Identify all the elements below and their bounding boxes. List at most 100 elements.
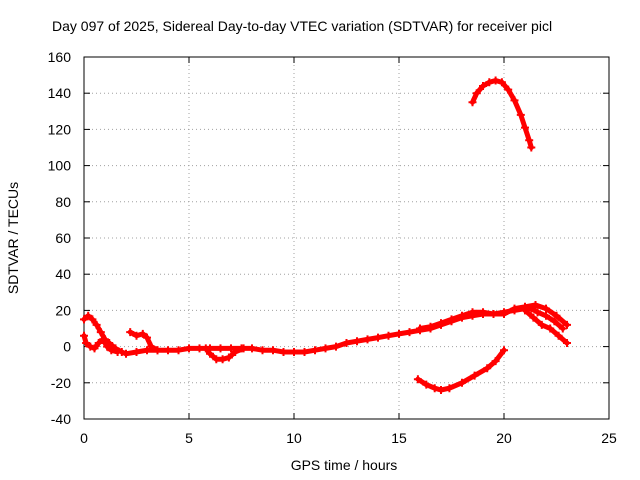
data-point	[527, 143, 536, 152]
data-point	[552, 311, 561, 320]
data-point	[132, 348, 141, 356]
data-point	[96, 328, 105, 337]
data-point	[458, 378, 466, 387]
data-point	[416, 324, 424, 333]
axis-ticks	[83, 56, 610, 420]
data-point	[143, 333, 151, 342]
data-point	[185, 344, 193, 353]
data-point	[430, 384, 439, 393]
y-tick-label: 20	[55, 302, 71, 318]
data-point	[500, 346, 508, 355]
x-tick-label: 15	[391, 430, 407, 446]
data-point	[489, 310, 498, 318]
data-point	[521, 123, 529, 132]
data-point	[88, 315, 97, 324]
data-point	[468, 308, 477, 317]
data-point	[279, 348, 288, 356]
data-point	[218, 355, 227, 364]
y-tick-label: 140	[48, 85, 72, 101]
data-point	[147, 342, 156, 351]
series-secondary-upper	[416, 301, 571, 333]
y-tick-label: 100	[48, 158, 72, 174]
data-point	[472, 89, 481, 98]
data-point	[458, 311, 466, 320]
data-point	[529, 313, 538, 322]
data-point	[374, 333, 382, 342]
data-point	[413, 375, 422, 384]
data-point	[491, 357, 500, 366]
data-point	[405, 328, 414, 337]
data-point	[224, 353, 233, 362]
data-point	[342, 339, 351, 347]
data-point	[174, 346, 183, 355]
data-point	[437, 319, 445, 328]
data-point	[426, 322, 435, 331]
data-point	[445, 384, 454, 393]
data-point	[143, 346, 151, 355]
data-point	[98, 335, 107, 344]
data-point	[153, 346, 162, 355]
data-point	[516, 110, 525, 119]
data-point	[483, 364, 492, 373]
data-point	[479, 308, 487, 317]
data-point	[107, 346, 116, 355]
y-tick-label: -20	[51, 375, 71, 391]
y-tick-label: 0	[63, 339, 71, 355]
data-point	[531, 301, 540, 309]
data-point	[470, 371, 479, 380]
data-point	[563, 339, 571, 347]
data-point	[164, 346, 172, 355]
data-point	[525, 136, 534, 145]
data-point	[563, 320, 571, 329]
data-point	[132, 331, 141, 340]
y-axis-label: SDTVAR / TECUs	[5, 182, 21, 294]
data-point	[554, 331, 563, 340]
y-tick-label: 120	[48, 121, 72, 137]
data-point	[510, 304, 519, 313]
data-point	[542, 311, 550, 320]
data-point	[550, 317, 559, 326]
data-point	[84, 311, 93, 320]
data-point	[103, 342, 112, 351]
data-point	[363, 335, 372, 344]
data-point	[353, 337, 361, 346]
data-point	[437, 386, 445, 394]
data-point	[206, 349, 214, 358]
data-point	[510, 96, 519, 105]
series-late-branch	[521, 306, 571, 347]
x-tick-label: 20	[496, 430, 512, 446]
data-point	[533, 308, 542, 317]
data-point	[86, 342, 95, 351]
data-point	[231, 348, 240, 356]
chart-title: Day 097 of 2025, Sidereal Day-to-day VTE…	[52, 18, 552, 34]
data-point	[332, 342, 340, 351]
data-point	[248, 344, 256, 353]
data-point	[542, 304, 550, 313]
data-point	[201, 344, 210, 353]
x-tick-label: 0	[80, 430, 88, 446]
tick-labels: 0 5 10 15 20 25 -40 -20 0 20 40 60 80 100 120 140 160	[48, 49, 617, 446]
data-point	[122, 349, 130, 358]
data-point	[113, 348, 122, 356]
series-dip-6-7h	[201, 344, 248, 364]
series-high-arc	[468, 76, 536, 152]
x-tick-label: 25	[601, 430, 617, 446]
data-point	[395, 329, 403, 338]
y-tick-label: 60	[55, 230, 71, 246]
data-point	[92, 320, 101, 329]
series-bump-2-3h	[126, 328, 162, 355]
data-point	[300, 348, 309, 356]
y-tick-label: 80	[55, 194, 71, 210]
data-point	[504, 85, 513, 94]
plot-frame	[83, 56, 610, 420]
grid	[84, 57, 609, 419]
data-point	[239, 344, 248, 353]
data-point	[311, 346, 319, 355]
data-point	[479, 82, 487, 90]
data-point	[258, 346, 267, 355]
data-point	[227, 344, 235, 353]
data-point	[269, 346, 277, 355]
x-tick-label: 10	[286, 430, 302, 446]
x-tick-label: 5	[185, 430, 193, 446]
